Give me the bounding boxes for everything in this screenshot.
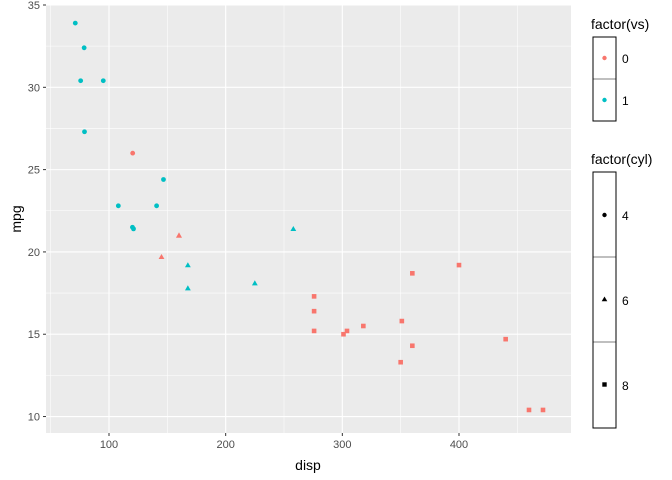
y-tick-label: 30	[28, 82, 40, 94]
x-tick-label: 200	[216, 439, 234, 451]
data-point-circle	[115, 203, 121, 209]
y-axis-title: mpg	[8, 205, 24, 232]
data-point-circle	[78, 78, 84, 84]
circle-shape-icon	[602, 212, 607, 218]
major-gridlines	[46, 4, 571, 433]
legend-cyl-4-label: 4	[622, 209, 629, 223]
data-point-circle	[161, 177, 166, 182]
data-point-triangle	[184, 285, 191, 291]
legend-vs-1-swatch	[602, 97, 607, 103]
data-point-square	[398, 359, 403, 365]
plot-panel	[46, 5, 571, 433]
legend-cyl: factor(cyl) 4 6 8	[591, 151, 652, 429]
legend-cyl-title: factor(cyl)	[591, 151, 652, 167]
data-point-square	[503, 336, 508, 342]
legend-vs-0-label: 0	[622, 52, 629, 66]
data-point-square	[410, 343, 415, 349]
data-point-triangle	[251, 280, 258, 286]
data-point-circle	[154, 203, 160, 209]
data-point-square	[311, 328, 317, 334]
data-point-circle	[72, 20, 78, 26]
data-point-square	[456, 262, 462, 268]
x-axis-title: disp	[295, 457, 321, 473]
data-point-triangle	[184, 262, 191, 268]
square-shape-icon	[602, 382, 607, 387]
data-point-circle	[81, 45, 87, 51]
data-points	[72, 20, 546, 413]
data-point-square	[410, 271, 415, 276]
x-tick-label: 100	[100, 439, 118, 451]
data-point-square	[361, 323, 366, 329]
y-tick-label: 25	[28, 165, 40, 177]
legend-vs-0-swatch	[602, 55, 607, 61]
y-axis: 10 15 20 25 30 35	[28, 0, 46, 424]
data-point-square	[540, 407, 546, 413]
y-tick-label: 10	[28, 412, 40, 424]
data-point-circle	[100, 78, 106, 84]
legend-cyl-6-label: 6	[622, 294, 629, 308]
data-point-square	[344, 328, 350, 334]
x-tick-label: 400	[450, 439, 468, 451]
x-tick-label: 300	[333, 439, 351, 451]
data-point-triangle	[158, 253, 165, 260]
minor-gridlines	[46, 5, 571, 433]
triangle-shape-icon	[601, 296, 608, 302]
data-point-square	[341, 331, 346, 337]
x-axis: 100 200 300 400	[100, 433, 468, 451]
legend-vs-title: factor(vs)	[591, 16, 649, 32]
data-point-circle	[131, 226, 136, 232]
y-tick-label: 20	[28, 247, 40, 259]
data-point-triangle	[290, 225, 297, 232]
legend-cyl-8-label: 8	[622, 379, 629, 393]
data-point-triangle	[176, 232, 182, 238]
legend-vs-1-label: 1	[622, 94, 629, 108]
data-point-square	[311, 294, 317, 299]
y-tick-label: 15	[28, 329, 40, 341]
data-point-circle	[130, 150, 136, 156]
y-tick-label: 35	[28, 0, 40, 12]
data-point-square	[526, 407, 532, 413]
data-point-circle	[82, 129, 87, 135]
legend-vs: factor(vs) 0 1	[591, 16, 649, 122]
data-point-square	[311, 308, 317, 314]
data-point-square	[399, 318, 405, 324]
